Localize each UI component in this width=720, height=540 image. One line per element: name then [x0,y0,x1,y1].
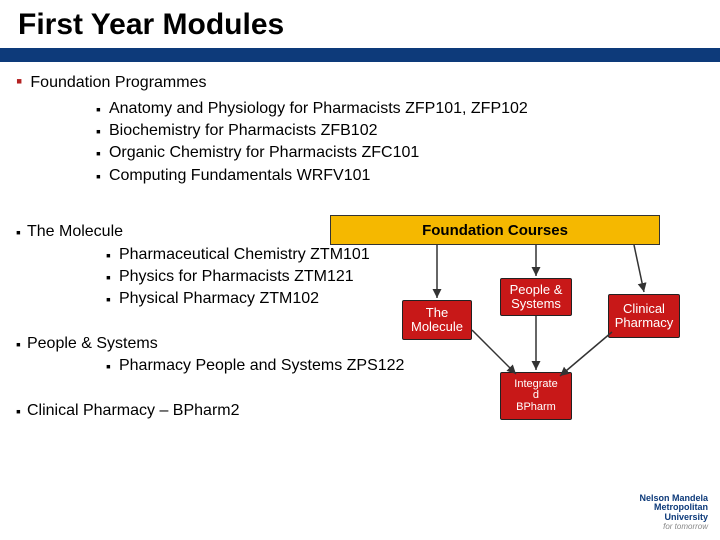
bullet-icon: ▪ [106,288,111,310]
page-title: First Year Modules [18,8,702,42]
list-item: ▪ Pharmacy People and Systems ZPS122 [106,355,704,377]
list-item-text: Anatomy and Physiology for Pharmacists Z… [109,98,528,120]
foundation-courses-label: Foundation Courses [422,222,568,239]
node-people-systems: People &Systems [500,278,572,316]
foundation-heading: ▪ Foundation Programmes [16,72,704,94]
bullet-icon: ▪ [96,120,101,142]
list-item-text: Pharmaceutical Chemistry ZTM101 [119,244,370,266]
clinical-heading: ▪ Clinical Pharmacy – BPharm2 [16,400,704,422]
bullet-icon: ▪ [16,400,21,422]
list-item: ▪ Pharmaceutical Chemistry ZTM101 [106,244,704,266]
list-item-text: Physical Pharmacy ZTM102 [119,288,319,310]
people-systems-heading: ▪ People & Systems [16,333,704,355]
molecule-heading-text: The Molecule [27,221,123,243]
node-integrated-bpharm: IntegratedBPharm [500,372,572,420]
logo-tagline: for tomorrow [639,523,708,532]
people-systems-heading-text: People & Systems [27,333,158,355]
list-item: ▪ Biochemistry for Pharmacists ZFB102 [96,120,704,142]
list-item: ▪ Organic Chemistry for Pharmacists ZFC10… [96,142,704,164]
list-item-text: Biochemistry for Pharmacists ZFB102 [109,120,378,142]
foundation-heading-text: Foundation Programmes [30,72,206,94]
university-logo: Nelson Mandela Metropolitan University f… [639,494,708,532]
bullet-icon: ▪ [16,72,22,94]
title-area: First Year Modules [0,0,720,44]
list-item-text: Computing Fundamentals WRFV101 [109,165,370,187]
node-label: ClinicalPharmacy [615,302,674,329]
list-item: ▪ Anatomy and Physiology for Pharmacists … [96,98,704,120]
header-bar [0,48,720,62]
node-label: IntegratedBPharm [514,379,557,414]
list-item-text: Physics for Pharmacists ZTM121 [119,266,354,288]
bullet-icon: ▪ [16,221,21,243]
foundation-courses-box: Foundation Courses [330,215,660,245]
clinical-heading-text: Clinical Pharmacy – BPharm2 [27,400,240,422]
list-item-text: Pharmacy People and Systems ZPS122 [119,355,404,377]
node-molecule: TheMolecule [402,300,472,340]
bullet-icon: ▪ [96,165,101,187]
list-item: ▪ Computing Fundamentals WRFV101 [96,165,704,187]
node-clinical-pharmacy: ClinicalPharmacy [608,294,680,338]
bullet-icon: ▪ [96,142,101,164]
bullet-icon: ▪ [106,355,111,377]
bullet-icon: ▪ [96,98,101,120]
people-systems-list: ▪ Pharmacy People and Systems ZPS122 [106,355,704,377]
bullet-icon: ▪ [16,333,21,355]
bullet-icon: ▪ [106,266,111,288]
bullet-icon: ▪ [106,244,111,266]
node-label: People &Systems [510,283,563,310]
list-item: ▪ Physics for Pharmacists ZTM121 [106,266,704,288]
node-label: TheMolecule [411,306,463,333]
list-item-text: Organic Chemistry for Pharmacists ZFC101 [109,142,419,164]
foundation-list: ▪ Anatomy and Physiology for Pharmacists … [96,98,704,188]
